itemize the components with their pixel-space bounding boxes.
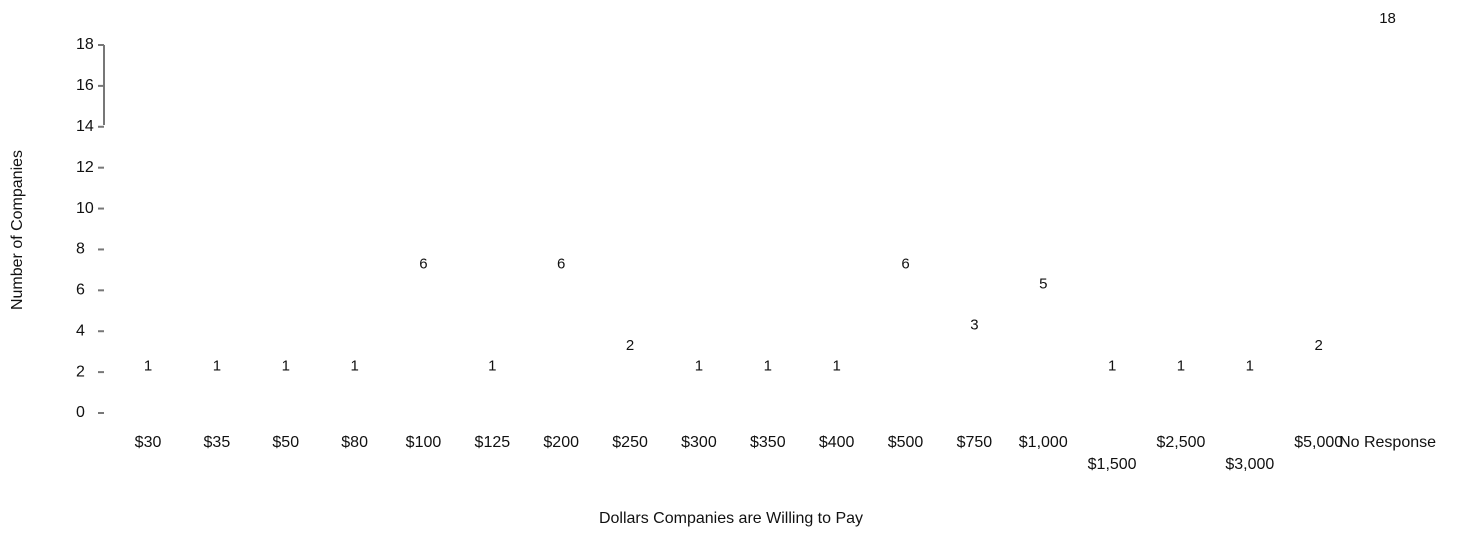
x-tick-label: $750 <box>957 434 993 451</box>
y-tick-label: 4 <box>76 322 85 339</box>
value-label: 2 <box>1315 337 1323 354</box>
value-label: 1 <box>1108 358 1116 375</box>
x-tick-label: $125 <box>475 434 511 451</box>
bar <box>747 392 789 413</box>
value-label: 1 <box>695 358 703 375</box>
bar <box>127 392 169 413</box>
bar <box>196 392 238 413</box>
value-label: 18 <box>1379 10 1396 27</box>
x-tick-label: $300 <box>681 434 717 451</box>
y-tick-label: 16 <box>76 77 94 94</box>
value-label: 6 <box>901 255 909 272</box>
value-label: 2 <box>626 337 634 354</box>
x-tick-label: $50 <box>272 434 299 451</box>
y-tick-label: 18 <box>76 36 94 53</box>
x-axis-label: Dollars Companies are Willing to Pay <box>599 510 863 527</box>
bar <box>540 290 582 413</box>
value-label: 1 <box>832 358 840 375</box>
y-axis-label: Number of Companies <box>9 150 26 310</box>
bar <box>609 372 651 413</box>
y-tick-label: 2 <box>76 363 85 380</box>
x-tick-label: $200 <box>543 434 579 451</box>
x-tick-label: $1,500 <box>1088 456 1137 473</box>
value-label: 1 <box>213 358 221 375</box>
x-tick-label: $2,500 <box>1157 434 1206 451</box>
bar <box>471 392 514 413</box>
value-label: 6 <box>419 255 427 272</box>
x-tick-label: $30 <box>135 434 162 451</box>
value-label: 5 <box>1039 276 1047 293</box>
bar <box>953 351 996 413</box>
value-label: 1 <box>488 358 496 375</box>
value-label: 1 <box>1246 358 1254 375</box>
value-label: 1 <box>350 358 358 375</box>
bar <box>1366 45 1409 413</box>
bar <box>1160 392 1202 413</box>
bar <box>816 392 858 413</box>
x-tick-label: $80 <box>341 434 368 451</box>
y-tick-label: 6 <box>76 282 85 299</box>
value-label: 1 <box>1177 358 1185 375</box>
bar <box>265 392 307 413</box>
x-tick-label: $1,000 <box>1019 434 1068 451</box>
y-tick-label: 12 <box>76 159 94 176</box>
y-tick-label: 14 <box>76 118 94 135</box>
bar <box>1229 392 1271 413</box>
y-tick-label: 8 <box>76 241 85 258</box>
bar <box>884 290 927 413</box>
y-tick-label: 0 <box>76 404 85 421</box>
x-tick-label: No Response <box>1339 434 1436 451</box>
value-label: 1 <box>764 358 772 375</box>
x-tick-label: $350 <box>750 434 786 451</box>
x-tick-label: $400 <box>819 434 855 451</box>
x-tick-label: $5,000 <box>1294 434 1343 451</box>
x-tick-label: $500 <box>888 434 924 451</box>
bar <box>333 392 376 413</box>
x-tick-label: $100 <box>406 434 442 451</box>
x-tick-label: $35 <box>204 434 231 451</box>
y-tick-label: 10 <box>76 200 94 217</box>
value-label: 1 <box>282 358 290 375</box>
value-label: 1 <box>144 358 152 375</box>
bar <box>402 290 445 413</box>
bar <box>1298 372 1340 413</box>
bar <box>678 392 720 413</box>
bar <box>1091 392 1133 413</box>
bar <box>1022 310 1064 413</box>
value-label: 6 <box>557 255 565 272</box>
value-label: 3 <box>970 317 978 334</box>
x-tick-label: $250 <box>612 434 648 451</box>
x-tick-label: $3,000 <box>1225 456 1274 473</box>
